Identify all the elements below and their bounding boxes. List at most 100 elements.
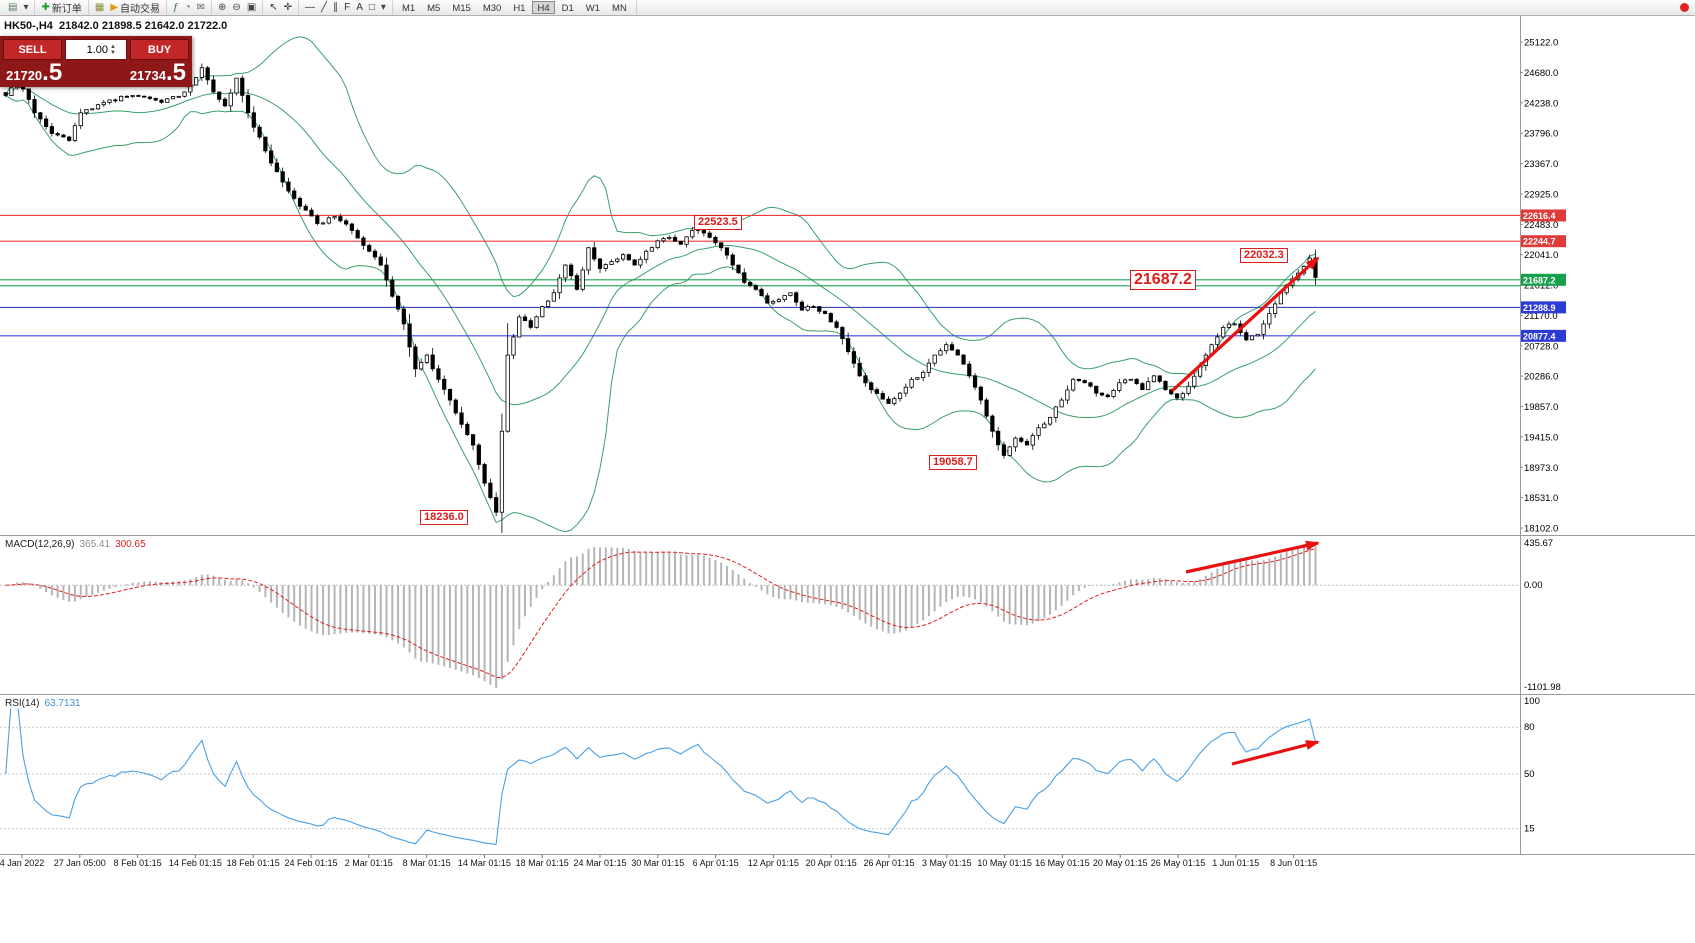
- svg-text:20286.0: 20286.0: [1524, 372, 1558, 383]
- price-annotation[interactable]: 22032.3: [1240, 248, 1288, 263]
- lot-size-input[interactable]: [66, 43, 110, 56]
- svg-text:25122.0: 25122.0: [1524, 38, 1558, 49]
- svg-text:20 Apr 01:15: 20 Apr 01:15: [806, 858, 857, 868]
- price-axis-tags: 22616.4 22244.7 21687.2 21288.9 20877.4: [1521, 209, 1566, 342]
- price-trend-arrow[interactable]: [1170, 256, 1320, 393]
- svg-text:26 Apr 01:15: 26 Apr 01:15: [863, 858, 914, 868]
- timeframe-d1[interactable]: D1: [561, 3, 574, 14]
- macd-panel[interactable]: [0, 542, 1520, 688]
- macd-trend-arrow[interactable]: [1185, 540, 1320, 574]
- svg-text:16 May 01:15: 16 May 01:15: [1035, 858, 1090, 868]
- profile-group: ▦ ▶ 自动交易: [89, 0, 168, 16]
- timeframe-mn[interactable]: MN: [612, 3, 627, 14]
- svg-text:15: 15: [1524, 824, 1535, 835]
- toolbar: ▤ ▾ ✚ 新订单 ▦ ▶ 自动交易 ƒ ◔ ✉ ⊕ ⊖ ▣ ↖ ✛ — ╱ ∥ F A □ ▾ M1 M5 M15 M30 H1 H…: [0, 0, 1695, 16]
- hline-tool-icon[interactable]: —: [305, 1, 316, 13]
- chart-group: ▤ ▾: [2, 0, 36, 15]
- zoom-out-icon[interactable]: ⊖: [232, 1, 241, 13]
- zoom-group: ⊕ ⊖ ▣: [212, 0, 264, 15]
- svg-text:2 Mar 01:15: 2 Mar 01:15: [345, 858, 393, 868]
- svg-text:24238.0: 24238.0: [1524, 98, 1558, 109]
- shapes-dropdown-icon[interactable]: ▾: [380, 1, 386, 13]
- svg-text:24680.0: 24680.0: [1524, 68, 1558, 79]
- timeframe-m30[interactable]: M30: [482, 3, 502, 14]
- price-annotation[interactable]: 19058.7: [929, 455, 977, 470]
- autotrading-icon[interactable]: ▶ 自动交易: [110, 1, 161, 16]
- svg-text:4 Jan 2022: 4 Jan 2022: [0, 858, 44, 868]
- svg-text:18973.0: 18973.0: [1524, 463, 1558, 474]
- svg-text:18 Mar 01:15: 18 Mar 01:15: [516, 858, 569, 868]
- fibonacci-tool-icon[interactable]: F: [344, 1, 351, 13]
- label-tool-icon[interactable]: □: [368, 1, 375, 13]
- channel-tool-icon[interactable]: ∥: [333, 1, 339, 13]
- svg-text:23796.0: 23796.0: [1524, 129, 1558, 140]
- buy-price: 21734.5: [129, 59, 186, 86]
- lot-decrease-icon[interactable]: ▼: [110, 49, 116, 56]
- svg-text:1 Jun 01:15: 1 Jun 01:15: [1212, 858, 1259, 868]
- svg-text:22483.0: 22483.0: [1524, 220, 1558, 231]
- sell-button[interactable]: SELL: [3, 39, 62, 60]
- clock-icon[interactable]: ◔: [184, 1, 191, 13]
- svg-text:8 Mar 01:15: 8 Mar 01:15: [403, 858, 451, 868]
- lot-size-control[interactable]: ▲ ▼: [65, 39, 127, 60]
- trendline-tool-icon[interactable]: ╱: [321, 1, 328, 13]
- sell-price: 21720.5: [6, 59, 63, 86]
- objects-group: — ╱ ∥ F A □ ▾: [299, 0, 393, 15]
- chart-background: 25122.0 24680.0 24238.0 23796.0 23367.0 22925…: [0, 16, 1695, 943]
- svg-text:50: 50: [1524, 769, 1535, 780]
- rsi-trend-arrow[interactable]: [1231, 740, 1320, 766]
- view-group: ƒ ◔ ✉: [167, 0, 213, 15]
- svg-text:8 Feb 01:15: 8 Feb 01:15: [114, 858, 162, 868]
- trend-arrows[interactable]: [1170, 256, 1320, 766]
- svg-text:3 May 01:15: 3 May 01:15: [922, 858, 972, 868]
- timeframe-h4[interactable]: H4: [532, 1, 555, 14]
- svg-text:19415.0: 19415.0: [1524, 432, 1558, 443]
- price-annotation[interactable]: 21687.2: [1130, 270, 1196, 290]
- new-chart-dropdown-icon[interactable]: ▾: [23, 1, 29, 13]
- crosshair-icon[interactable]: ✛: [283, 1, 293, 13]
- cursor-icon[interactable]: ↖: [269, 1, 278, 13]
- indicators-icon[interactable]: ƒ: [173, 1, 179, 13]
- one-click-trading-panel: SELL ▲ ▼ BUY 21720.5 21734.5: [0, 36, 192, 87]
- svg-text:20 May 01:15: 20 May 01:15: [1093, 858, 1148, 868]
- price-annotation[interactable]: 22523.5: [694, 215, 742, 230]
- timeframe-h1[interactable]: H1: [513, 3, 526, 14]
- svg-text:-1101.98: -1101.98: [1524, 682, 1561, 693]
- svg-text:18102.0: 18102.0: [1524, 524, 1558, 535]
- svg-text:14 Mar 01:15: 14 Mar 01:15: [458, 858, 511, 868]
- macd-label: MACD(12,26,9) 365.41 300.65: [3, 539, 148, 550]
- svg-text:21170.0: 21170.0: [1524, 311, 1558, 322]
- timeframe-m15[interactable]: M15: [452, 3, 471, 14]
- svg-text:20877.4: 20877.4: [1523, 331, 1556, 341]
- lot-increase-icon[interactable]: ▲: [110, 43, 116, 50]
- svg-text:14 Feb 01:15: 14 Feb 01:15: [169, 858, 222, 868]
- svg-text:21288.9: 21288.9: [1523, 303, 1556, 313]
- svg-text:30 Mar 01:15: 30 Mar 01:15: [631, 858, 684, 868]
- tile-windows-icon[interactable]: ▣: [246, 1, 257, 13]
- rsi-panel[interactable]: [0, 698, 1520, 846]
- community-status-icon[interactable]: [1680, 3, 1689, 12]
- zoom-in-icon[interactable]: ⊕: [218, 1, 227, 13]
- svg-text:100: 100: [1524, 696, 1540, 707]
- svg-text:22041.0: 22041.0: [1524, 250, 1558, 261]
- cursor-group: ↖ ✛: [263, 0, 300, 15]
- svg-text:21612.0: 21612.0: [1524, 281, 1558, 292]
- mail-icon[interactable]: ✉: [196, 1, 206, 13]
- order-group: ✚ 新订单: [35, 0, 89, 16]
- text-tool-icon[interactable]: A: [356, 1, 363, 13]
- buy-button[interactable]: BUY: [130, 39, 189, 60]
- new-order-icon[interactable]: ✚ 新订单: [41, 1, 82, 16]
- svg-text:80: 80: [1524, 722, 1535, 733]
- svg-text:21687.2: 21687.2: [1523, 275, 1556, 285]
- timeframe-w1[interactable]: W1: [585, 3, 601, 14]
- svg-text:26 May 01:15: 26 May 01:15: [1151, 858, 1206, 868]
- svg-text:8 Jun 01:15: 8 Jun 01:15: [1270, 858, 1317, 868]
- price-annotation[interactable]: 18236.0: [420, 510, 468, 525]
- charts-grid-icon[interactable]: ▦: [94, 1, 105, 13]
- timeframe-m1[interactable]: M1: [401, 3, 416, 14]
- svg-text:18531.0: 18531.0: [1524, 493, 1558, 504]
- timeframe-m5[interactable]: M5: [427, 3, 441, 14]
- new-chart-icon[interactable]: ▤: [8, 1, 18, 13]
- svg-text:435.67: 435.67: [1524, 538, 1553, 549]
